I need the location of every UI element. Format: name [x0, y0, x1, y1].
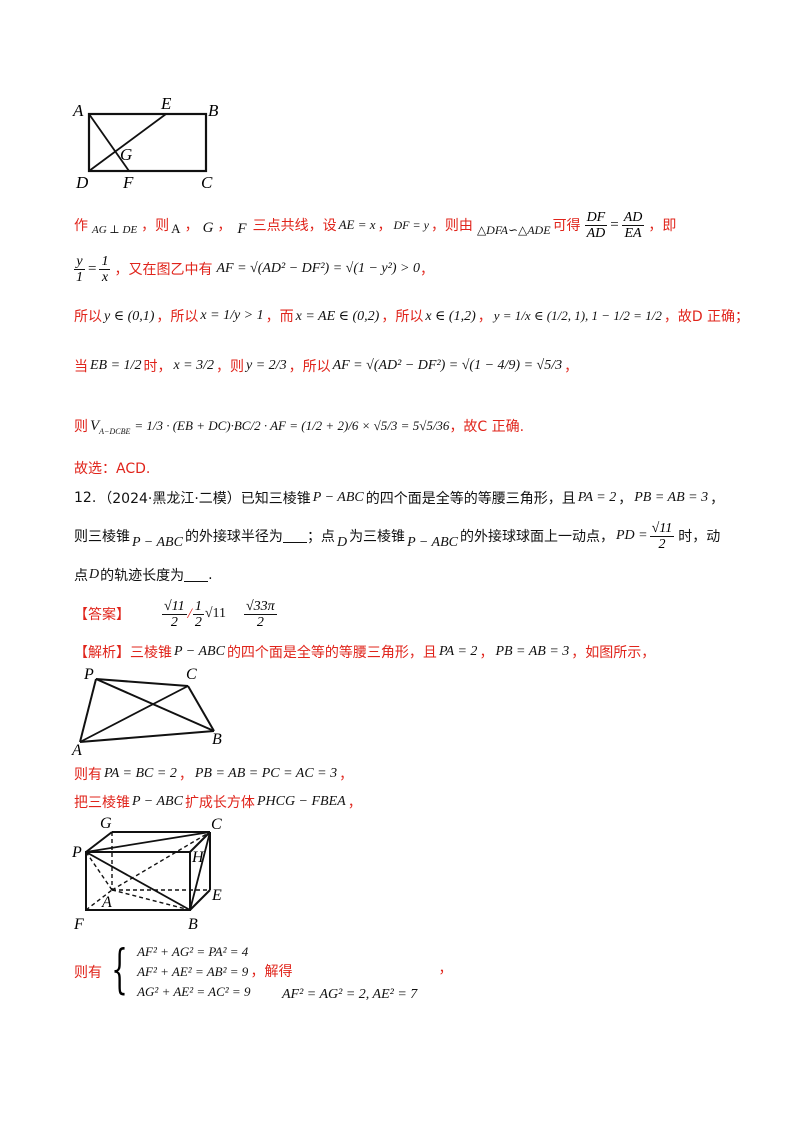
- solution-line-4: 当 EB = 1/2 时， x = 3/2 ，则 y = 2/3 ，所以 AF …: [74, 358, 579, 375]
- solution-line-3: 所以 y ∈ (0,1) ，所以 x = 1/y > 1 ，而 x = AE ∈…: [74, 308, 750, 325]
- label-H: H: [191, 849, 205, 866]
- label-B: B: [188, 916, 198, 933]
- solution-line-7: 则有 PA = BC = 2 ， PB = AB = PC = AC = 3 ，: [74, 766, 354, 783]
- fraction-ad-ea: AD EA: [621, 209, 645, 241]
- label-C: C: [186, 666, 197, 683]
- figure-cuboid: G C P H A E F B: [71, 815, 222, 933]
- fraction-sqrt11-2: √11 2: [649, 520, 675, 552]
- label-B: B: [212, 731, 222, 748]
- label-C: C: [211, 816, 222, 833]
- label-A: A: [71, 742, 82, 755]
- label-G: G: [120, 145, 132, 164]
- question-12-line-3: 点 D 的轨迹长度为 .: [74, 567, 213, 584]
- solution-line-5: 则 V A−DCBE = 1/3 · (EB + DC)·BC/2 · AF =…: [74, 417, 525, 436]
- equation-system-brace: {: [111, 940, 128, 1000]
- label-G: G: [100, 815, 112, 832]
- label-D: D: [75, 173, 89, 192]
- solution-line-9: 则有 { AF² + AG² = PA² = 4 AF² + AE² = AB²…: [74, 940, 453, 1000]
- solution-result: AF² = AG² = 2, AE² = 7: [282, 987, 418, 1002]
- solution-line-1: 作 AG ⊥ DE ，则 A ， G ， F 三点共线，设 AE = x ， D…: [74, 209, 677, 241]
- question-12-line-2: 则三棱锥 P − ABC 的外接球半径为 ；点 D 为三棱锥 P − ABC 的…: [74, 520, 721, 552]
- fraction-df-ad: DF AD: [584, 209, 608, 241]
- label-F: F: [73, 916, 84, 933]
- solution-line-8: 把三棱锥 P − ABC 扩成长方体 PHCG − FBEA ，: [74, 794, 362, 811]
- choice-summary: 故选：ACD.: [74, 461, 151, 477]
- label-P: P: [71, 844, 82, 861]
- label-F: F: [122, 173, 134, 192]
- label-E: E: [211, 887, 222, 904]
- equation-system: AF² + AG² = PA² = 4 AF² + AE² = AB² = 9 …: [137, 944, 251, 999]
- answer-2: √33π 2: [244, 598, 277, 630]
- label-A: A: [72, 101, 84, 120]
- label-E: E: [160, 94, 172, 113]
- label-B: B: [208, 101, 219, 120]
- figure-tetrahedron: P C A B: [71, 666, 222, 755]
- answer-tag: 【答案】: [74, 607, 130, 623]
- label-P: P: [83, 666, 94, 683]
- answer-blank-1: [282, 530, 307, 543]
- question-12-line-1: 12. （2024·黑龙江·二模）已知三棱锥 P − ABC 的四个面是全等的等…: [74, 490, 725, 507]
- analysis-line: 【解析】 三棱锥 P − ABC 的四个面是全等的等腰三角形，且 PA = 2 …: [74, 644, 656, 661]
- label-C: C: [201, 173, 213, 192]
- answer-blank-2: [184, 569, 209, 582]
- answer-1: √11 2: [162, 598, 187, 630]
- label-A: A: [101, 894, 112, 911]
- figure-rectangle: A E B G D F C: [72, 94, 219, 192]
- analysis-tag: 【解析】: [74, 645, 130, 661]
